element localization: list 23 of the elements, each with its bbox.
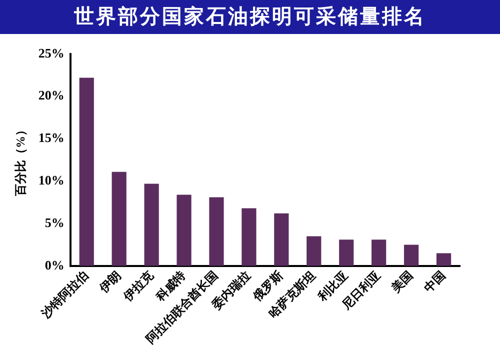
y-tick-label: 15% <box>38 130 64 146</box>
chart-title: 世界部分国家石油探明可采储量排名 <box>0 0 500 34</box>
bar <box>404 244 419 266</box>
bar <box>339 240 354 266</box>
bar <box>274 213 289 266</box>
bar <box>79 78 94 266</box>
x-tick-label: 中国 <box>421 268 448 296</box>
bar <box>209 197 224 266</box>
bar <box>112 172 126 266</box>
y-tick-label: 25% <box>38 45 64 60</box>
y-tick-label: 0% <box>44 257 64 272</box>
bar <box>176 194 192 266</box>
y-tick-label: 10% <box>38 172 64 188</box>
bar <box>242 208 256 266</box>
y-tick-label: 20% <box>38 88 64 103</box>
bar <box>144 184 159 266</box>
y-axis-title: 百分比（%） <box>13 124 28 197</box>
x-tick-label: 美国 <box>388 268 416 296</box>
bar <box>372 240 386 266</box>
bar <box>436 253 452 266</box>
x-tick-label: 伊朗 <box>96 268 124 296</box>
bar <box>306 236 322 266</box>
y-tick-label: 5% <box>44 214 64 230</box>
